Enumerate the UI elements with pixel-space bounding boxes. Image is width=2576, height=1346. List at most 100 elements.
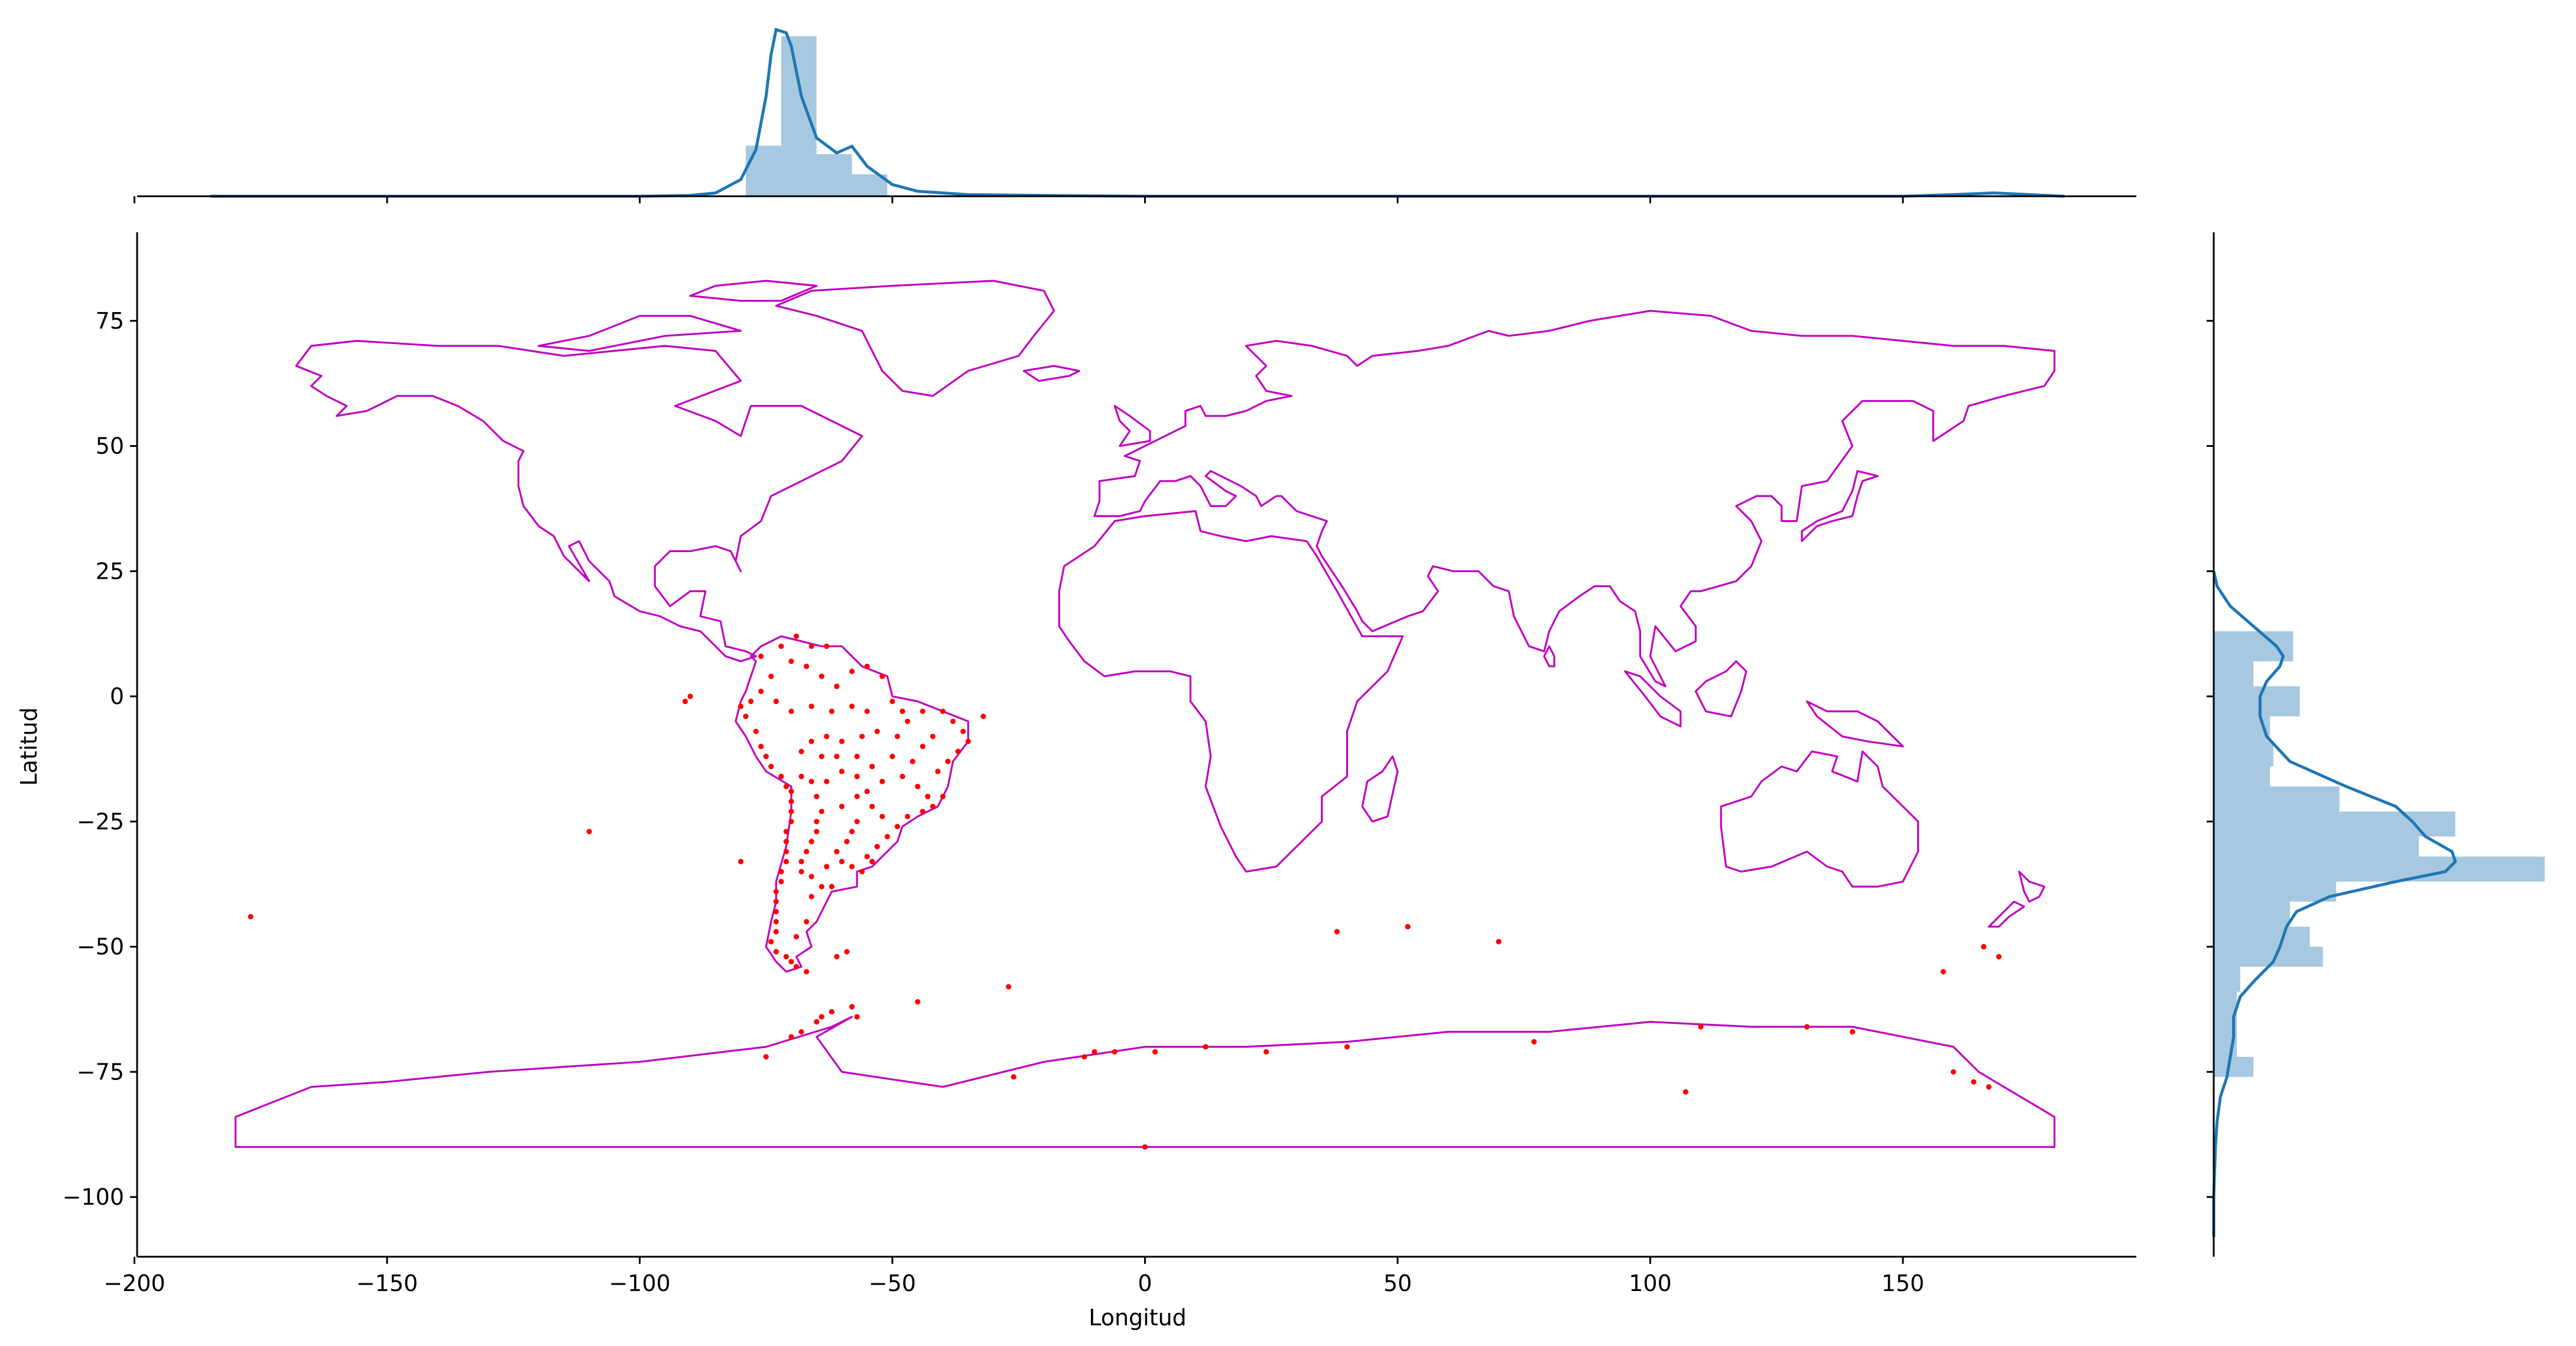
data-point bbox=[798, 858, 804, 865]
data-point bbox=[814, 819, 820, 825]
data-point bbox=[879, 813, 885, 819]
data-point bbox=[818, 754, 824, 760]
latitude-marginal-ticks bbox=[2207, 320, 2214, 1198]
data-point bbox=[804, 849, 810, 855]
data-point bbox=[748, 698, 754, 705]
data-point bbox=[834, 953, 840, 959]
data-point bbox=[869, 764, 875, 770]
data-point bbox=[808, 643, 814, 649]
data-point bbox=[925, 793, 931, 799]
data-point bbox=[859, 734, 865, 740]
data-point bbox=[915, 783, 921, 790]
x-tick-label: −200 bbox=[103, 1270, 165, 1296]
latitude-histogram-bar bbox=[2214, 946, 2323, 967]
data-point bbox=[884, 833, 891, 839]
data-point bbox=[783, 829, 789, 835]
data-point bbox=[788, 789, 794, 794]
coastline-uk bbox=[1113, 405, 1151, 447]
longitude-histogram-bars bbox=[746, 36, 888, 196]
data-point bbox=[758, 653, 764, 659]
data-point bbox=[804, 663, 810, 669]
latitude-histogram-bar bbox=[2214, 661, 2254, 687]
latitude-marginal-histogram bbox=[2207, 232, 2545, 1257]
data-point bbox=[778, 643, 784, 649]
data-point bbox=[788, 959, 794, 965]
data-point bbox=[788, 659, 794, 664]
data-point bbox=[864, 708, 870, 714]
data-point bbox=[808, 874, 814, 880]
coastline-north-america bbox=[295, 340, 863, 663]
latitude-histogram-bar bbox=[2214, 901, 2290, 927]
data-point bbox=[905, 718, 911, 724]
data-point bbox=[844, 949, 850, 955]
data-point bbox=[905, 813, 911, 819]
data-point bbox=[773, 899, 779, 904]
data-point bbox=[798, 748, 804, 754]
data-point bbox=[849, 864, 855, 870]
data-point bbox=[778, 868, 784, 875]
data-point bbox=[854, 773, 860, 780]
data-point bbox=[839, 768, 845, 774]
world-basemap bbox=[234, 280, 2056, 1148]
data-point bbox=[783, 849, 789, 855]
data-point bbox=[808, 738, 814, 744]
data-point bbox=[940, 793, 946, 799]
data-point bbox=[1849, 1029, 1856, 1035]
latitude-histogram-bar bbox=[2214, 741, 2273, 767]
data-point bbox=[1698, 1024, 1704, 1030]
data-point bbox=[930, 803, 935, 809]
data-point bbox=[1081, 1054, 1087, 1060]
data-point bbox=[773, 888, 779, 894]
x-tick-label: 150 bbox=[1882, 1270, 1925, 1296]
latitude-histogram-bar bbox=[2214, 881, 2337, 902]
data-point bbox=[879, 673, 885, 679]
data-point bbox=[844, 839, 850, 845]
data-point bbox=[753, 728, 759, 734]
data-point bbox=[859, 868, 865, 875]
data-point bbox=[980, 713, 986, 719]
coastline-japan bbox=[1801, 470, 1879, 542]
data-point bbox=[586, 829, 592, 835]
x-tick-label: −100 bbox=[609, 1270, 670, 1296]
data-point bbox=[682, 698, 688, 705]
latitude-histogram-bar bbox=[2214, 631, 2294, 661]
data-point bbox=[1940, 969, 1946, 975]
coastline-borneo bbox=[1694, 660, 1747, 718]
data-point bbox=[854, 819, 860, 825]
data-point bbox=[1981, 943, 1987, 950]
coastline-new-zealand-north bbox=[2018, 870, 2045, 903]
coastline-eurasia bbox=[1093, 310, 2056, 687]
data-point bbox=[849, 669, 855, 674]
data-point bbox=[824, 643, 830, 649]
coastline-australia bbox=[1720, 750, 1919, 888]
data-point bbox=[1986, 1084, 1992, 1090]
data-point bbox=[854, 793, 860, 799]
data-point bbox=[879, 779, 885, 784]
data-point bbox=[839, 803, 845, 809]
y-tick-label: 25 bbox=[96, 558, 124, 584]
latitude-histogram-bar bbox=[2214, 966, 2240, 992]
data-point bbox=[793, 934, 800, 940]
data-point bbox=[758, 688, 764, 695]
data-point bbox=[804, 919, 810, 925]
data-point bbox=[818, 1014, 824, 1020]
coastline-antarctica bbox=[234, 1016, 2056, 1148]
data-point bbox=[824, 734, 830, 740]
data-point bbox=[793, 633, 800, 639]
coastline-africa bbox=[1058, 510, 1404, 873]
latitude-histogram-bar bbox=[2214, 686, 2300, 716]
data-point bbox=[874, 844, 880, 849]
data-point bbox=[864, 663, 870, 669]
data-point bbox=[808, 839, 814, 845]
data-point bbox=[1496, 939, 1502, 945]
data-point bbox=[814, 1019, 820, 1025]
latitude-histogram-bar bbox=[2214, 811, 2455, 837]
data-point bbox=[788, 1034, 794, 1040]
data-point bbox=[763, 1054, 769, 1060]
data-point bbox=[788, 799, 794, 805]
data-point bbox=[920, 809, 925, 815]
data-point bbox=[738, 703, 744, 709]
longitude-marginal-histogram bbox=[134, 27, 2136, 203]
data-point bbox=[738, 858, 744, 865]
